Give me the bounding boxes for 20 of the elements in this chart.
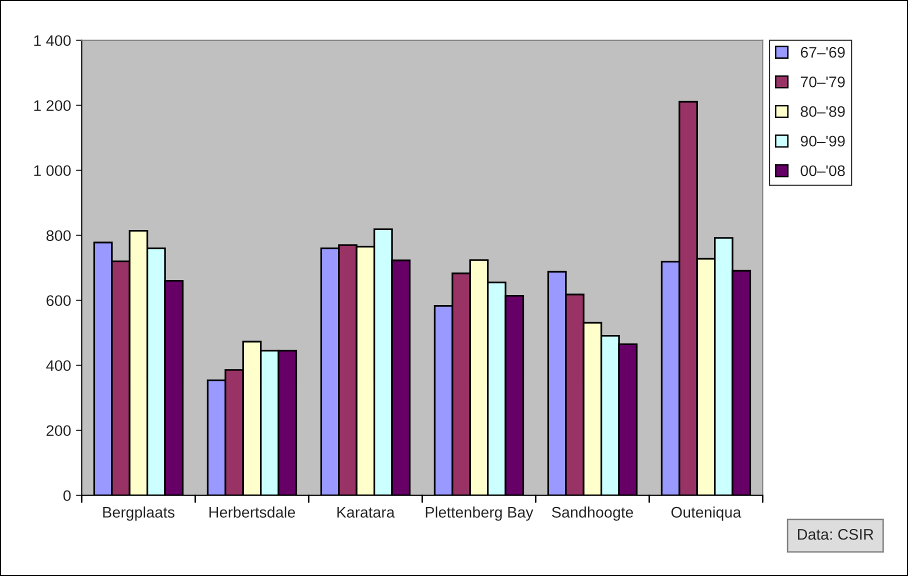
legend-label: 00–'08 [800, 165, 845, 176]
x-tick-label: Karatara [337, 507, 395, 518]
x-tick-label: Herbertsdale [209, 506, 296, 518]
y-tick-label: 1 400 [34, 35, 71, 46]
y-tick-label: 1 200 [34, 100, 71, 112]
x-tick-label: Sandhoogte [552, 506, 633, 521]
y-tick-label: 400 [46, 360, 71, 372]
x-tick-label: Outeniqua [671, 506, 742, 521]
y-tick-label: 1 000 [34, 165, 71, 176]
y-tick-label: 600 [46, 295, 71, 306]
text: Data: CSIR [798, 528, 874, 540]
legend-label: 90–'99 [800, 136, 845, 147]
x-tick-label: Bergplaats [103, 506, 174, 521]
legend-label: 70–'79 [800, 76, 845, 88]
legend-label: 80–'89 [800, 106, 845, 117]
y-tick-label: 800 [46, 230, 71, 242]
x-tick-label: Plettenberg Bay [426, 506, 534, 521]
y-tick-label: 200 [46, 425, 71, 436]
y-tick-label: 0 [63, 490, 71, 502]
legend-label: 67–'69 [800, 46, 845, 58]
